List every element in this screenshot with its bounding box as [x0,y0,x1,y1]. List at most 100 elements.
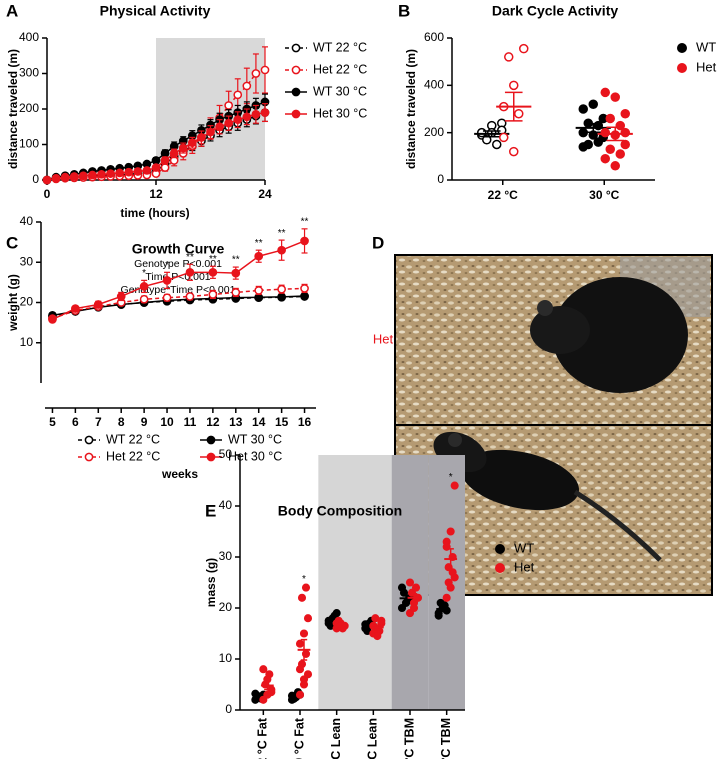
x-tick-label: 6 [72,415,79,429]
data-point [446,527,455,536]
panel-letter: C [6,233,18,252]
data-point [593,137,603,147]
x-tick-label: 22 °C Lean [329,718,343,759]
data-point [504,52,514,62]
legend-marker [206,435,216,445]
y-tick-label: 600 [424,30,444,44]
y-tick-label: 200 [424,125,444,139]
data-point [78,171,88,181]
data-point [434,611,443,620]
data-point [277,284,286,294]
data-point [160,149,170,158]
y-tick-label: 20 [219,600,233,614]
y-tick-label: 10 [20,335,34,349]
data-point [93,300,103,309]
x-tick-label: 14 [252,415,266,429]
data-point [71,304,80,313]
x-tick-label: 22 °C [488,188,518,202]
x-tick-label: 0 [44,187,51,201]
data-point [116,292,126,301]
data-point [254,251,264,261]
data-point [519,43,529,54]
data-point [142,166,152,175]
legend-marker [84,452,94,462]
data-point [151,156,161,165]
data-point [499,132,509,143]
y-tick-label: 30 [219,549,233,563]
x-tick-label: 22 °C Fat [256,717,270,759]
y-tick-label: 50 [219,447,233,461]
data-point [251,109,261,119]
data-point [160,163,170,172]
chart-title: Growth Curve [132,241,225,257]
data-point [251,69,261,78]
data-point [615,120,625,131]
data-point [397,603,407,613]
data-point [615,149,625,159]
legend-label: Het 30 °C [228,449,282,463]
data-point [42,175,52,185]
annotation: Genotype*Time P<0.001 [121,284,236,296]
data-point [300,284,309,293]
data-point [187,138,197,148]
data-point [231,268,241,278]
panel-letter: E [205,501,216,520]
data-point [514,108,524,119]
x-tick-label: 16 [298,415,312,429]
legend-marker [206,452,216,462]
data-point [277,245,286,255]
data-point [106,169,115,178]
data-point [600,127,610,138]
chart-title: Dark Cycle Activity [492,3,619,19]
x-tick-label: 8 [118,415,125,429]
y-tick-label: 40 [219,498,233,512]
annotation: Genotype P<0.001 [134,258,222,270]
data-point [259,665,268,674]
data-point [299,675,309,684]
data-point [51,173,61,183]
significance: ** [301,216,309,227]
x-tick-label: 10 [160,415,174,429]
legend-marker [677,43,687,53]
chart-title: Body Composition [278,503,402,519]
data-point [610,161,620,171]
data-point [295,665,305,674]
data-point [224,118,234,128]
legend-marker [677,63,687,73]
legend-label: Het [696,59,717,74]
data-point [215,122,224,132]
y-tick-label: 40 [20,214,34,228]
legend-label: WT [696,39,716,54]
data-point [588,99,598,110]
data-point [377,616,386,625]
data-point [373,632,382,641]
significance: * [302,574,306,585]
y-axis-title: distance traveled (m) [404,49,418,169]
data-point [169,149,179,158]
data-point [260,108,270,117]
data-point [69,172,79,181]
data-point [477,127,487,138]
legend-label: Het 22 °C [106,449,160,463]
data-point [233,115,243,125]
data-point [300,236,309,246]
data-point [162,293,172,303]
y-tick-label: 400 [424,78,444,92]
legend-marker [495,563,505,573]
data-point [267,688,276,697]
x-tick-label: 7 [95,415,102,429]
y-axis-title: mass (g) [204,558,218,607]
y-axis-title: distance traveled (m) [6,49,20,169]
data-point [224,101,234,110]
x-tick-label: 30 °C Fat [292,717,306,759]
data-point [600,87,610,98]
data-point [411,583,421,592]
photo-label: Het [373,331,394,346]
data-point [301,583,311,592]
data-point [300,291,309,301]
y-axis-title: weight (g) [6,274,20,332]
data-point [208,290,218,299]
data-point [97,169,106,179]
data-point [231,288,241,297]
